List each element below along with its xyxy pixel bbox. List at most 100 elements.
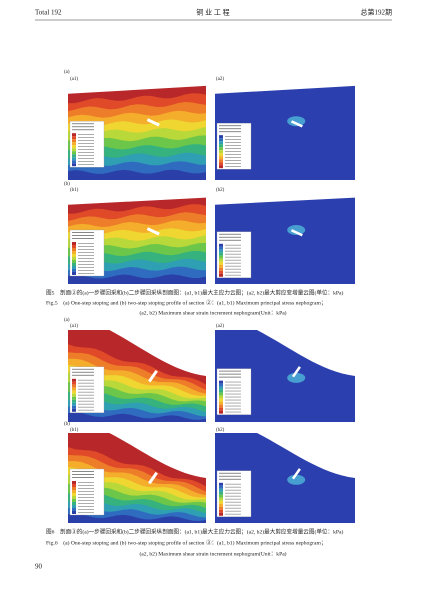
header-center: 铜 业 工 程 (196, 8, 229, 17)
legend-text (78, 482, 94, 483)
legend-text (225, 411, 241, 413)
legend-swatch (72, 133, 76, 137)
legend-text (225, 253, 241, 255)
legend-swatch (72, 508, 76, 511)
strain-zone (287, 372, 306, 383)
legend-text (78, 400, 94, 402)
legend-text (225, 510, 241, 512)
legend-swatch (219, 144, 223, 148)
legend-text (78, 270, 94, 271)
legend-line (72, 238, 94, 239)
legend-swatch (219, 407, 223, 411)
legend-swatch (219, 159, 223, 163)
figure-panels (68, 82, 355, 523)
legend-line (72, 232, 94, 233)
legend-swatch (72, 378, 76, 382)
legend-swatch (219, 398, 223, 402)
contour-band (68, 412, 206, 422)
legend-text (225, 166, 241, 167)
legend-text (78, 149, 94, 150)
legend-text (78, 161, 94, 162)
legend-text (78, 267, 94, 268)
legend-swatch (72, 260, 76, 263)
legend-swatch (72, 245, 76, 248)
sky (215, 194, 355, 205)
legend-swatch (219, 162, 223, 166)
sky (109, 433, 206, 478)
sky (257, 330, 355, 376)
legend-swatch (72, 257, 76, 260)
legend-text (225, 136, 241, 137)
legend-swatch (219, 165, 223, 169)
stope (290, 229, 303, 237)
legend-text (78, 497, 94, 498)
legend-line (219, 236, 241, 238)
legend-swatch (219, 404, 223, 408)
legend-text (225, 139, 241, 140)
panel-label: (a1) (70, 324, 78, 329)
legend-swatch (219, 264, 223, 268)
legend-swatch (219, 392, 223, 396)
legend-line (219, 376, 241, 378)
legend-swatch (72, 163, 76, 167)
legend-swatch (219, 135, 223, 139)
legend-line (72, 374, 94, 376)
legend-text (225, 163, 241, 164)
legend-line (72, 123, 94, 125)
legend-text (225, 259, 241, 261)
legend-text (78, 403, 94, 405)
stope (148, 471, 158, 485)
legend-text (78, 158, 94, 159)
legend-swatch (219, 150, 223, 154)
legend-swatch (219, 258, 223, 262)
legend-swatch (219, 401, 223, 405)
stope (292, 468, 301, 480)
stope (146, 118, 160, 127)
legend-text (78, 406, 94, 408)
legend-swatch (219, 270, 223, 274)
legend-text (225, 262, 241, 264)
legend-swatch (219, 506, 223, 510)
legend-swatch (72, 148, 76, 152)
panel-label: (b1) (70, 188, 79, 193)
legend-swatch (219, 380, 223, 384)
legend-swatch (72, 269, 76, 272)
legend-text (78, 255, 94, 256)
legend-swatch (72, 242, 76, 245)
legend-swatch (72, 487, 76, 490)
legend-line (72, 235, 94, 236)
legend-swatch (219, 243, 223, 247)
legend-text (78, 485, 94, 486)
legend-text (78, 394, 94, 396)
legend-swatch (72, 254, 76, 257)
legend-swatch (219, 482, 223, 486)
legend-swatch (72, 139, 76, 143)
header-right: 总第192期 (361, 8, 393, 17)
legend-swatch (219, 246, 223, 250)
legend-line (72, 471, 94, 472)
legend-swatch (219, 273, 223, 277)
legend-text (225, 513, 241, 515)
legend-swatch (219, 153, 223, 157)
header-left: Total 192 (35, 9, 62, 17)
legend-text (78, 382, 94, 384)
legend-text (225, 498, 241, 500)
legend-swatch (72, 505, 76, 508)
legend-swatch (72, 408, 76, 412)
legend-text (225, 408, 241, 410)
legend-swatch (72, 251, 76, 254)
legend-text (78, 488, 94, 489)
legend-text (78, 509, 94, 510)
legend-swatch (72, 157, 76, 161)
legend-swatch (219, 386, 223, 390)
legend-swatch (72, 381, 76, 385)
legend-text (225, 399, 241, 401)
sky (257, 433, 355, 478)
legend-text (225, 265, 241, 267)
caption-en: (a2, b2) Maximum shear strain increment … (139, 309, 286, 316)
legend-swatch (72, 272, 76, 275)
legend-swatch (219, 497, 223, 501)
contour-band (68, 513, 206, 523)
contour-band (68, 169, 206, 180)
